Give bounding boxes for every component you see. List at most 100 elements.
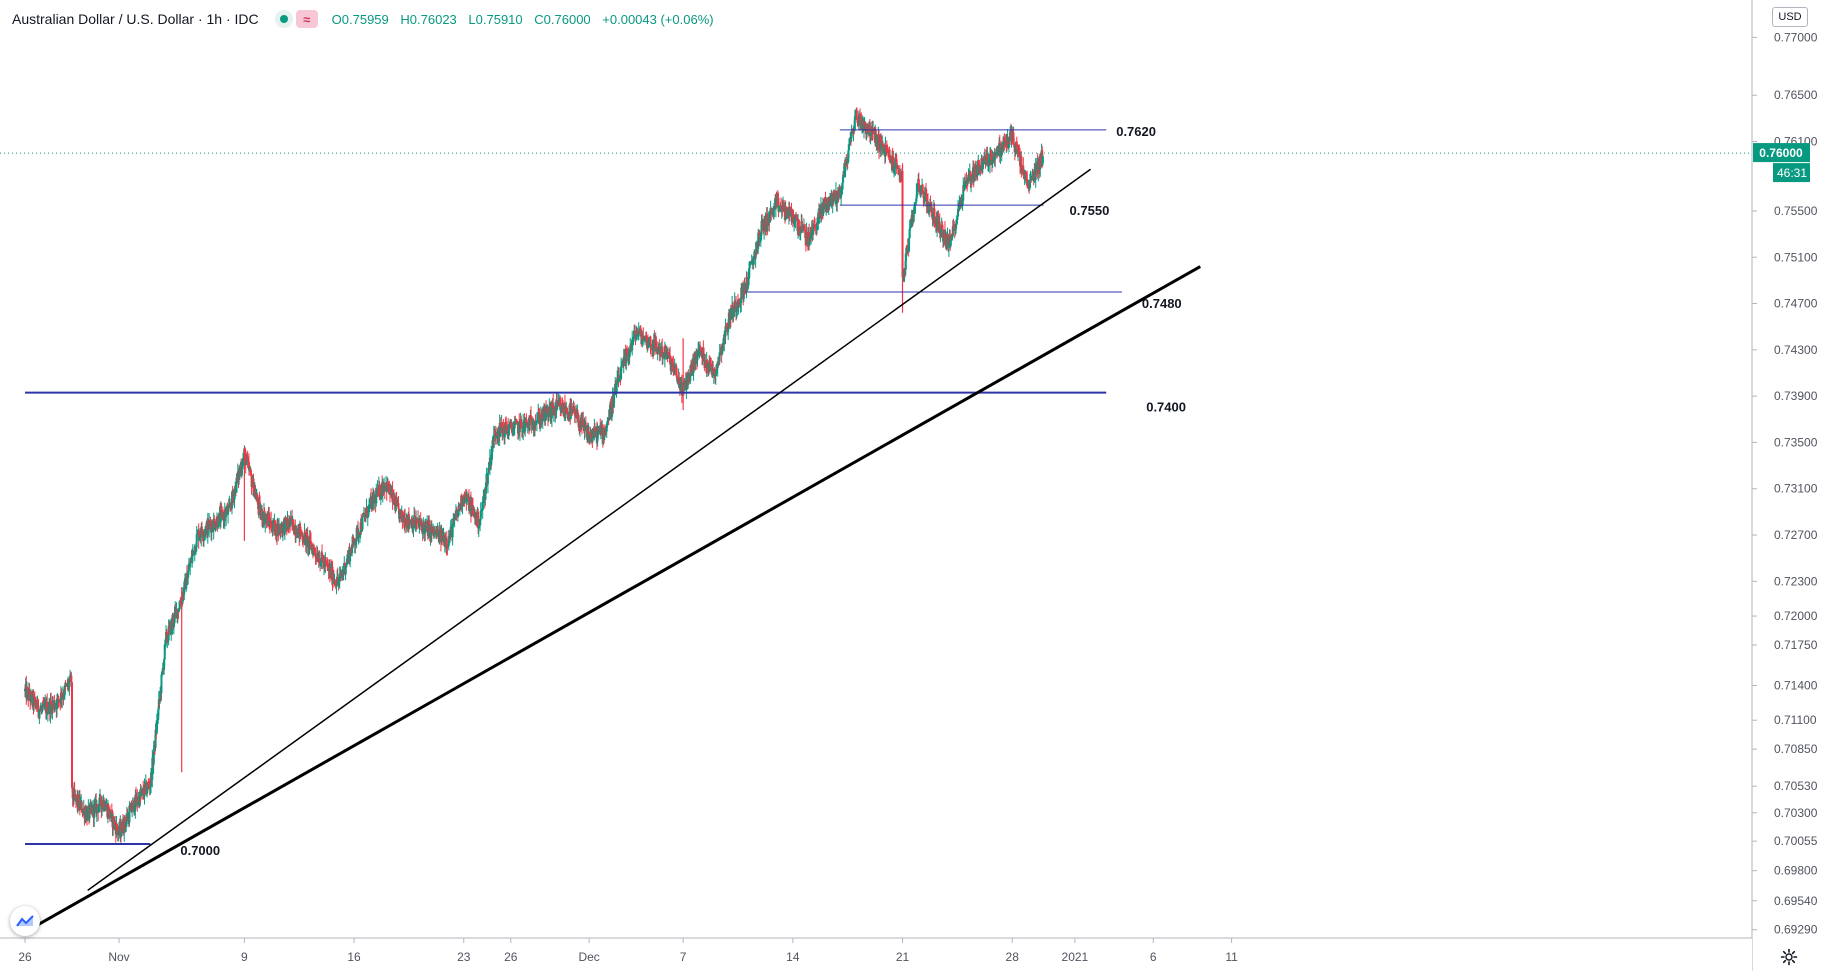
candle-body	[893, 167, 896, 171]
candle-body	[148, 784, 151, 787]
candle-body	[247, 460, 250, 462]
candle-body	[759, 237, 762, 240]
candle-body	[332, 578, 335, 584]
candle-body	[182, 591, 185, 602]
candle-body	[530, 415, 533, 418]
candle-body	[838, 187, 841, 191]
candle-body	[650, 345, 653, 348]
candle-body	[953, 226, 956, 231]
candle-body	[451, 523, 454, 538]
drawings[interactable]: 0.7620 0.7550 0.7480 0.7400 0.7000	[0, 124, 1752, 934]
candle-body	[88, 806, 91, 819]
candle-body	[954, 229, 957, 231]
candle-body	[886, 149, 889, 153]
candle-body	[870, 129, 873, 137]
candle-body	[466, 495, 469, 502]
candle-body	[573, 406, 576, 410]
candle-body	[782, 202, 785, 212]
candle-body	[642, 339, 645, 342]
candle-body	[299, 526, 302, 536]
candle-body	[847, 144, 850, 151]
candle-body	[596, 431, 599, 442]
candle-body	[846, 160, 849, 165]
ohlc-high: 0.76023	[409, 11, 457, 27]
candle-body	[693, 353, 696, 357]
candle-body	[721, 343, 724, 346]
candle-body	[43, 703, 46, 707]
candle-body	[1021, 172, 1024, 174]
candle-body	[535, 422, 538, 425]
candle-body	[724, 325, 727, 337]
candle-body	[854, 112, 857, 117]
candle-body	[904, 253, 907, 270]
candle-body	[628, 352, 631, 357]
candle-body	[963, 181, 966, 191]
candle-body	[367, 505, 370, 517]
candle-body	[635, 334, 638, 339]
candle-body	[922, 192, 925, 198]
candle-body	[287, 519, 290, 526]
candle-body	[683, 380, 686, 389]
candle-body	[211, 523, 214, 528]
candle-body	[212, 518, 215, 531]
candle-body	[562, 405, 565, 412]
candle-body	[143, 784, 146, 797]
time-axis[interactable]: 26 Nov 9 16 23 26 Dec 7 14 21 28 2021 6 11	[0, 937, 1752, 971]
candle-body	[178, 609, 181, 612]
candle-body	[928, 203, 931, 214]
candle-body	[606, 421, 609, 426]
candle-body	[55, 698, 58, 710]
candle-body	[133, 800, 136, 813]
candle-body	[217, 513, 220, 527]
candle-body	[524, 422, 527, 428]
candle-body	[479, 510, 482, 521]
candle-body	[173, 613, 176, 624]
candle-body	[415, 519, 418, 525]
candle-body	[679, 383, 682, 390]
candle-body	[733, 309, 736, 311]
candle-body	[547, 413, 550, 418]
candle-body	[835, 190, 838, 204]
candle-body	[514, 423, 517, 425]
candle-body	[881, 143, 884, 148]
candle-body	[172, 623, 175, 626]
candle-body	[791, 213, 794, 219]
candle-body	[231, 492, 234, 498]
market-status-icon[interactable]	[274, 10, 293, 28]
candle-body	[730, 309, 733, 320]
candle-body	[355, 528, 358, 540]
navigation-icon[interactable]	[10, 906, 40, 936]
candle-body	[990, 150, 993, 160]
candle-body	[156, 720, 159, 722]
candle-body	[641, 338, 644, 345]
candle-body	[65, 685, 68, 687]
settings-gear-icon[interactable]	[1780, 948, 1798, 966]
candle-body	[817, 212, 820, 225]
data-delay-icon[interactable]: ≈	[295, 10, 318, 28]
currency-button[interactable]: USD	[1772, 7, 1808, 27]
candle-body	[251, 484, 254, 488]
candle-body	[530, 417, 533, 426]
candle-body	[321, 558, 324, 563]
candle-body	[1013, 143, 1016, 147]
candle-body	[757, 232, 760, 249]
candle-body	[718, 352, 721, 362]
candle-body	[774, 199, 777, 210]
candle-body	[760, 220, 763, 236]
candle-body	[245, 461, 248, 466]
candle-body	[490, 452, 493, 455]
symbol-title[interactable]: Australian Dollar / U.S. Dollar · 1h · I…	[12, 11, 259, 27]
candle-body	[915, 183, 918, 199]
candle-body	[351, 537, 354, 546]
candle-body	[71, 682, 74, 788]
candle-body	[252, 478, 255, 496]
candle-body	[866, 125, 869, 134]
candle-body	[687, 372, 690, 377]
candle-body	[891, 156, 894, 165]
candle-body	[1037, 158, 1040, 175]
candle-body	[216, 517, 219, 527]
candle-body	[120, 831, 123, 836]
candle-body	[861, 124, 864, 129]
candle-body	[766, 213, 769, 227]
